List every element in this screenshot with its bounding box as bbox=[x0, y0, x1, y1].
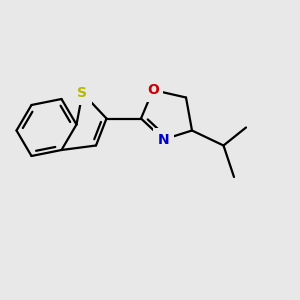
Text: S: S bbox=[77, 86, 88, 100]
Text: S: S bbox=[76, 84, 89, 102]
Text: O: O bbox=[146, 81, 160, 99]
Text: N: N bbox=[156, 130, 171, 148]
Text: O: O bbox=[147, 83, 159, 97]
Text: N: N bbox=[158, 133, 169, 146]
